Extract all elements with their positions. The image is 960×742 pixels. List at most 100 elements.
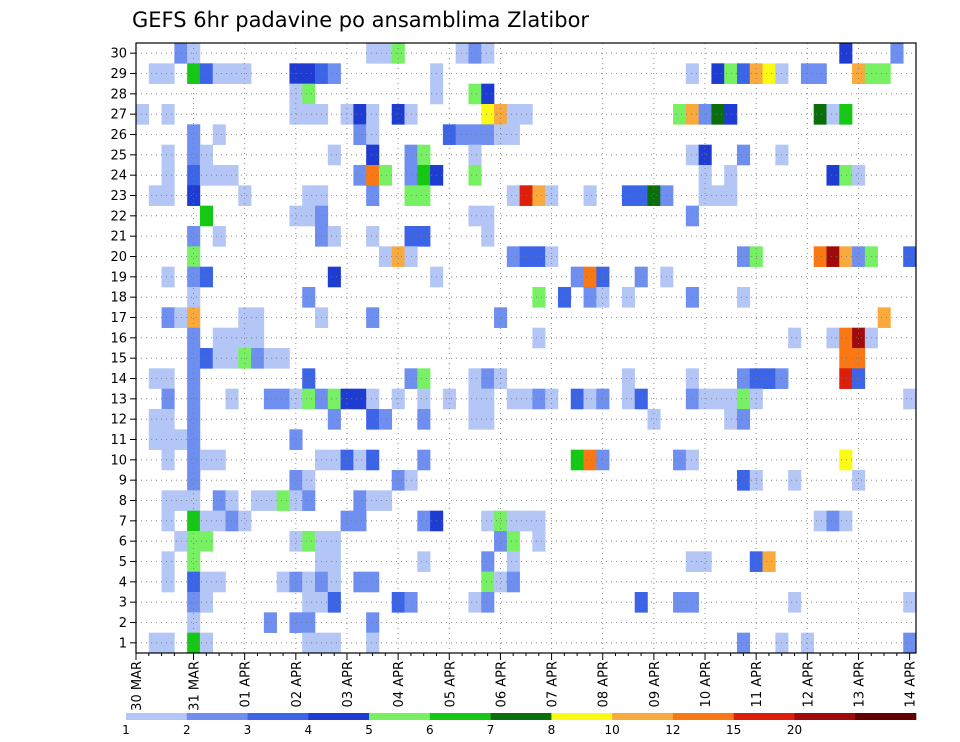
heatmap-cell	[187, 510, 201, 532]
heatmap-cell	[161, 307, 175, 328]
heatmap-cell	[327, 632, 341, 654]
heatmap-cell	[877, 307, 891, 328]
heatmap-cell	[839, 104, 853, 125]
heatmap-cell	[698, 144, 712, 166]
heatmap-cell	[302, 63, 316, 84]
heatmap-cell	[596, 287, 610, 308]
legend-swatch	[186, 713, 248, 720]
heatmap-cell	[685, 144, 699, 166]
y-tick-label: 26	[110, 128, 127, 143]
heatmap-cell	[263, 490, 277, 511]
legend-swatch	[429, 713, 491, 720]
heatmap-cell	[225, 165, 239, 186]
heatmap-cell	[238, 327, 252, 349]
heatmap-cell	[276, 348, 290, 369]
heatmap-cell	[212, 63, 226, 84]
heatmap-cell	[148, 368, 162, 389]
legend-label: 12	[665, 723, 680, 737]
heatmap-cell	[673, 449, 687, 471]
y-tick-label: 25	[110, 148, 127, 163]
heatmap-cell	[583, 449, 597, 471]
heatmap-cell	[647, 185, 661, 206]
heatmap-cell	[225, 63, 239, 84]
heatmap-cell	[826, 246, 840, 267]
heatmap-cell	[327, 592, 341, 613]
heatmap-cell	[263, 348, 277, 369]
heatmap-cell	[468, 43, 482, 64]
heatmap-cell	[238, 185, 252, 206]
heatmap-cell	[161, 490, 175, 511]
heatmap-cell	[161, 449, 175, 471]
heatmap-cell	[353, 104, 367, 125]
heatmap-cell	[532, 185, 546, 206]
heatmap-cell	[302, 205, 316, 227]
heatmap-cell	[391, 246, 405, 267]
heatmap-cell	[583, 185, 597, 206]
heatmap-cell	[366, 43, 380, 64]
heatmap-cell	[302, 185, 316, 206]
heatmap-cell	[225, 490, 239, 511]
heatmap-cell	[340, 104, 354, 125]
x-tick-label: 09 APR	[648, 661, 663, 707]
heatmap-cell	[327, 571, 341, 593]
y-tick-label: 30	[110, 47, 127, 62]
legend-swatch	[551, 713, 613, 720]
heatmap-cell	[813, 63, 827, 84]
heatmap-cell	[289, 205, 303, 227]
heatmap-cell	[417, 449, 431, 471]
y-tick-label: 18	[110, 291, 127, 306]
heatmap-cell	[353, 124, 367, 145]
heatmap-cell	[468, 368, 482, 389]
y-tick-label: 12	[110, 413, 127, 428]
heatmap-cell	[481, 124, 495, 145]
heatmap-cell	[161, 368, 175, 389]
heatmap-cell	[711, 63, 725, 84]
y-tick-label: 19	[110, 270, 127, 285]
heatmap-cell	[621, 185, 635, 206]
heatmap-cell	[366, 165, 380, 186]
heatmap-cell	[494, 307, 508, 328]
heatmap-cell	[302, 83, 316, 105]
heatmap-cell	[276, 490, 290, 511]
heatmap-cell	[852, 246, 866, 267]
y-tick-label: 7	[119, 514, 127, 529]
heatmap-cell	[161, 551, 175, 572]
heatmap-cell	[212, 226, 226, 247]
y-tick-label: 4	[119, 575, 127, 590]
heatmap-cell	[698, 185, 712, 206]
heatmap-cell	[698, 551, 712, 572]
heatmap-cell	[327, 388, 341, 410]
heatmap-cell	[788, 592, 802, 613]
x-tick-label: 06 APR	[494, 661, 509, 707]
heatmap-cell	[212, 327, 226, 349]
heatmap-cell	[468, 124, 482, 145]
heatmap-cell	[378, 490, 393, 511]
x-tick-label: 30 MAR	[130, 661, 145, 711]
x-axis: 30 MAR 31 MAR 01 APR 02 APR 03 APR 04 APR 05 A…	[130, 653, 919, 711]
heatmap-cell	[826, 327, 840, 349]
heatmap-cell	[711, 104, 725, 125]
heatmap-cell	[839, 246, 853, 267]
heatmap-cell	[481, 104, 495, 125]
heatmap-cell	[366, 490, 380, 511]
heatmap-cell	[302, 104, 316, 125]
heatmap-cell	[302, 592, 316, 613]
heatmap-cell	[366, 144, 380, 166]
heatmap-cell	[736, 470, 751, 491]
legend-label: 6	[426, 723, 434, 737]
heatmap-cell	[187, 185, 201, 206]
heatmap-cell	[685, 551, 699, 572]
heatmap-cell	[494, 510, 508, 532]
heatmap-cell	[736, 388, 751, 410]
y-axis: 1234567891011121314151617181920212223242…	[110, 47, 136, 651]
heatmap-cell	[596, 449, 610, 471]
legend-label: 15	[726, 723, 741, 737]
heatmap-cell	[378, 409, 393, 430]
x-tick-label: 14 APR	[904, 661, 919, 707]
heatmap-cell	[161, 185, 175, 206]
heatmap-cell	[417, 185, 431, 206]
y-tick-label: 9	[119, 474, 127, 489]
heatmap-cell	[813, 510, 827, 532]
heatmap-cell	[161, 266, 175, 288]
heatmap-cell	[353, 449, 367, 471]
